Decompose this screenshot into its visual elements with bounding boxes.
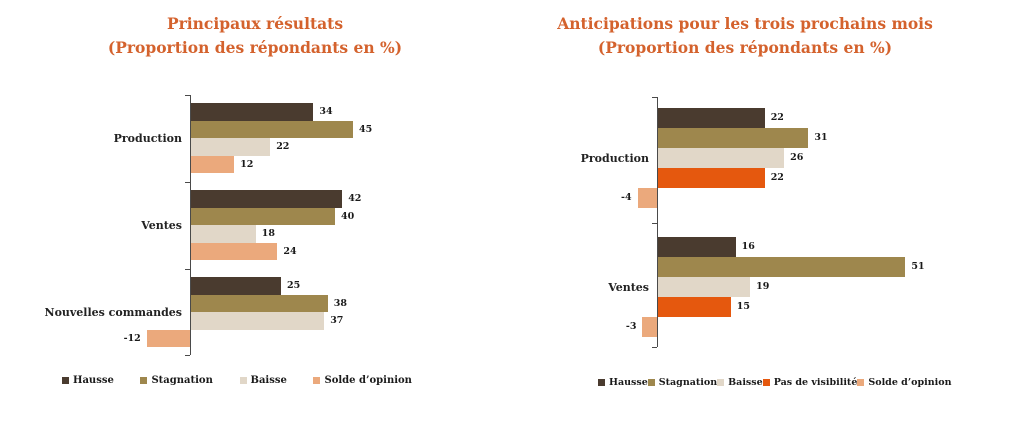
- legend-item: Stagnation: [647, 377, 718, 388]
- bar: [191, 294, 328, 312]
- bar-value-label: 38: [333, 297, 348, 309]
- bar: [191, 120, 353, 138]
- legend-item: Stagnation: [140, 375, 213, 386]
- axis-tick-mark: [185, 181, 190, 183]
- bar-value-label: 19: [756, 281, 770, 292]
- bar: [658, 237, 736, 257]
- bar: [191, 190, 343, 208]
- bar-value-label: 22: [770, 172, 784, 183]
- legend-swatch: [647, 379, 655, 386]
- legend-item: Pas de visibilité: [762, 377, 858, 388]
- legend: Hausse Stagnation Baisse Solde d’opinion: [62, 375, 412, 386]
- chart-title-line1: Anticipations pour les trois prochains m…: [557, 14, 933, 33]
- bar: [642, 317, 657, 337]
- bar: [658, 297, 731, 317]
- bar: [658, 277, 751, 297]
- bar-value-label: 42: [348, 193, 362, 204]
- chart-title-line1: Principaux résultats: [166, 14, 344, 33]
- axis-tick-mark: [652, 222, 657, 224]
- legend-label: Baisse: [728, 377, 763, 388]
- legend-label: Pas de visibilité: [773, 377, 858, 388]
- bar: [191, 225, 256, 243]
- bar-value-label: -4: [621, 192, 632, 203]
- bar: [191, 138, 271, 156]
- legend-swatch: [62, 377, 69, 384]
- chart-anticipations-trois-prochains-mois: Anticipations pour les trois prochains m…: [517, 0, 1017, 436]
- legend-label: Hausse: [609, 377, 648, 388]
- bar-value-label: 31: [814, 132, 828, 143]
- legend-label: Stagnation: [658, 377, 718, 388]
- axis-tick-mark: [185, 95, 190, 96]
- value-axis-line: [657, 97, 658, 347]
- bar-value-label: 22: [770, 112, 784, 123]
- chart-title: Anticipations pour les trois prochains m…: [525, 12, 965, 60]
- chart-title-line2: (Proportion des répondants en %): [107, 38, 403, 57]
- legend-item: Hausse: [62, 375, 114, 386]
- legend-label: Hausse: [73, 375, 114, 386]
- bar: [191, 207, 335, 225]
- legend-label: Baisse: [250, 375, 287, 386]
- bar: [658, 128, 809, 148]
- chart-principaux-resultats: Principaux résultats (Proportion des rép…: [30, 12, 480, 386]
- bar: [658, 148, 785, 168]
- legend-item: Baisse: [717, 377, 763, 388]
- category-label: Nouvelles commandes: [44, 305, 182, 319]
- bar: [191, 277, 281, 295]
- bar-value-label: 25: [287, 280, 301, 291]
- legend-swatch: [717, 379, 725, 386]
- bar: [146, 329, 190, 347]
- bar: [658, 257, 906, 277]
- axis-tick-mark: [185, 355, 190, 356]
- value-axis-line: [190, 95, 191, 355]
- plot-area: Production 34 45 22 12 Ventes 42 40 18 24 Nouvelle…: [44, 95, 373, 356]
- legend-label: Solde d’opinion: [868, 377, 952, 388]
- plot-area: Production 22 31 26 22 -4 Ventes 16 51 19 15 -3: [517, 0, 1017, 436]
- bar-value-label: 24: [283, 245, 297, 257]
- bar-value-label: 15: [736, 301, 750, 312]
- chart-title: Principaux résultats (Proportion des rép…: [30, 12, 480, 60]
- axis-tick-mark: [185, 268, 190, 270]
- legend-item: Baisse: [239, 375, 287, 386]
- legend-item: Hausse: [598, 377, 648, 388]
- bar-value-label: 37: [330, 315, 344, 326]
- bar: [191, 312, 325, 330]
- legend-label: Solde d’opinion: [324, 375, 412, 386]
- legend-swatch: [857, 379, 865, 386]
- bar-value-label: 45: [359, 123, 373, 135]
- bar: [658, 168, 765, 188]
- bar: [637, 188, 657, 208]
- bar-value-label: 51: [911, 261, 925, 272]
- bar-value-label: 40: [341, 210, 355, 222]
- chart-title-line2: (Proportion des répondants en %): [597, 38, 893, 57]
- legend-item: Solde d’opinion: [313, 375, 412, 386]
- axis-tick-mark: [652, 97, 657, 98]
- bar-value-label: 22: [276, 141, 290, 152]
- legend-item: Solde d’opinion: [857, 377, 951, 388]
- bar-value-label: 34: [319, 106, 333, 117]
- bar: [191, 103, 314, 121]
- bar-value-label: 18: [261, 228, 276, 239]
- category-label: Ventes: [141, 218, 182, 232]
- legend-swatch: [762, 379, 770, 386]
- bar-value-label: -12: [123, 332, 141, 344]
- bar: [191, 242, 278, 260]
- bar-value-label: 26: [790, 152, 804, 163]
- bar: [191, 155, 235, 173]
- legend: Hausse Stagnation Baisse Pas de visibilité S…: [598, 377, 951, 388]
- legend-swatch: [140, 377, 148, 384]
- legend-swatch: [313, 377, 321, 384]
- bar-value-label: 16: [741, 241, 755, 252]
- bar-value-label: -3: [625, 321, 637, 332]
- category-label: Production: [113, 131, 182, 145]
- category-label: Ventes: [608, 280, 649, 294]
- category-label: Production: [580, 151, 649, 165]
- legend-swatch: [598, 379, 605, 386]
- bar-value-label: 12: [240, 158, 254, 170]
- legend-label: Stagnation: [151, 375, 213, 386]
- legend-swatch: [239, 377, 247, 384]
- bar: [658, 108, 765, 128]
- axis-tick-mark: [652, 347, 657, 348]
